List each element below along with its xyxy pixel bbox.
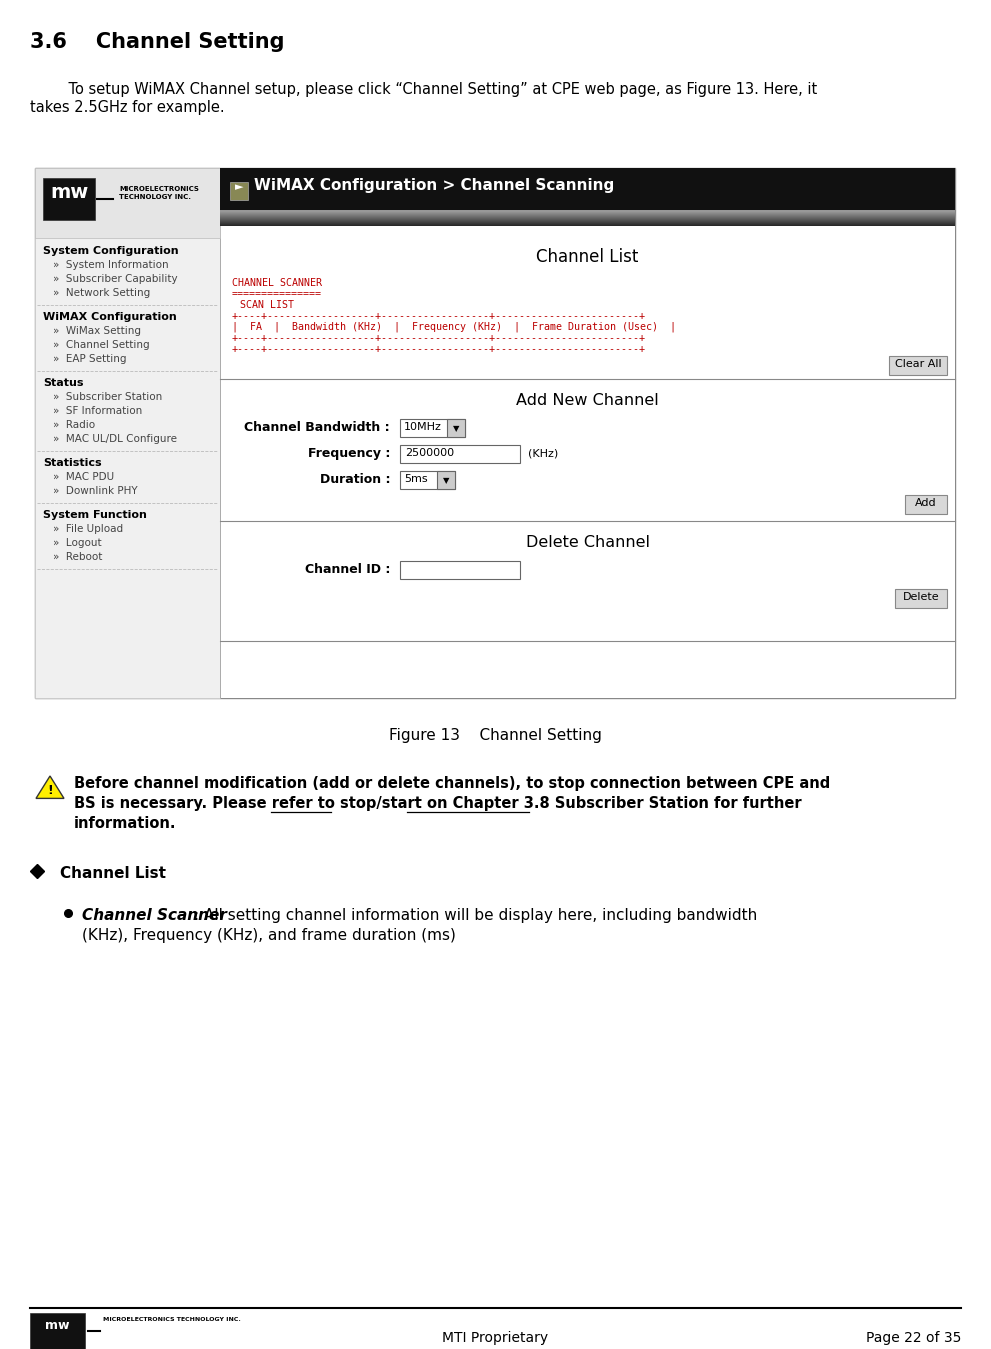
Text: MICROELECTRONICS TECHNOLOGY INC.: MICROELECTRONICS TECHNOLOGY INC. [103,1317,241,1322]
Text: »  MAC UL/DL Configure: » MAC UL/DL Configure [53,434,177,444]
Bar [220,169,955,227]
FancyBboxPatch shape [889,356,947,375]
Bar [220,224,955,227]
Bar [35,169,955,697]
Text: Before channel modification (add or delete channels), to stop connection between: Before channel modification (add or dele… [74,776,830,791]
Text: Frequency :: Frequency : [307,447,390,460]
Text: MTI Proprietary: MTI Proprietary [442,1331,548,1345]
Text: »  Downlink PHY: » Downlink PHY [53,486,138,496]
Bar [220,219,955,221]
Text: To setup WiMAX Channel setup, please click “Channel Setting” at CPE web page, as: To setup WiMAX Channel setup, please cli… [50,82,818,97]
Text: ►: ► [235,182,243,192]
Bar [220,219,955,220]
Text: Clear All: Clear All [895,359,941,370]
Text: WiMAX Configuration > Channel Scanning: WiMAX Configuration > Channel Scanning [254,178,614,193]
Text: BS is necessary. Please refer to stop/start on Chapter 3.8 Subscriber Station fo: BS is necessary. Please refer to stop/st… [74,796,802,811]
Text: »  Reboot: » Reboot [53,552,102,563]
Text: ▼: ▼ [453,424,459,433]
Text: information.: information. [74,816,176,831]
Text: ===============: =============== [232,289,322,299]
Bar [220,216,955,219]
Text: 2500000: 2500000 [405,448,454,459]
Bar [220,214,955,216]
Text: (KHz), Frequency (KHz), and frame duration (ms): (KHz), Frequency (KHz), and frame durati… [82,928,456,943]
Bar [220,214,955,217]
Text: ▼: ▼ [443,476,449,486]
Text: »  Radio: » Radio [53,420,95,430]
Bar [400,445,520,463]
Text: Figure 13    Channel Setting: Figure 13 Channel Setting [388,728,602,743]
Bar [220,210,955,212]
Bar [220,223,955,224]
Bar [220,223,955,225]
Text: 5ms: 5ms [404,473,428,484]
Text: (KHz): (KHz) [528,448,558,459]
Text: »  Logout: » Logout [53,538,102,548]
Bar [220,210,955,213]
Text: »  Subscriber Capability: » Subscriber Capability [53,274,177,285]
Text: Duration :: Duration : [319,473,390,486]
Bar [30,1313,85,1349]
Text: mw: mw [50,183,88,202]
Bar [35,169,220,697]
Text: Channel Bandwidth :: Channel Bandwidth : [245,421,390,434]
Text: »  File Upload: » File Upload [53,523,123,534]
Text: Status: Status [43,378,83,389]
Text: MICROELECTRONICS: MICROELECTRONICS [119,186,199,192]
Text: +----+------------------+------------------+------------------------+: +----+------------------+---------------… [232,312,646,321]
Bar [220,220,955,223]
Text: +----+------------------+------------------+------------------------+: +----+------------------+---------------… [232,344,646,353]
FancyBboxPatch shape [895,590,947,608]
FancyBboxPatch shape [905,495,947,514]
Text: SCAN LIST: SCAN LIST [240,299,294,310]
Text: Add: Add [915,498,936,509]
Text: !: ! [48,785,53,797]
Text: System Configuration: System Configuration [43,246,178,256]
Text: Page 22 of 35: Page 22 of 35 [865,1331,961,1345]
Text: CHANNEL SCANNER: CHANNEL SCANNER [232,278,322,287]
Text: +----+------------------+------------------+------------------------+: +----+------------------+---------------… [232,333,646,343]
Text: »  EAP Setting: » EAP Setting [53,353,127,364]
Text: : All setting channel information will be display here, including bandwidth: : All setting channel information will b… [194,908,757,923]
Bar [220,217,955,219]
Text: mw: mw [45,1319,69,1331]
Text: 10MHz: 10MHz [404,422,442,432]
Text: Channel List: Channel List [536,248,638,266]
Text: |  FA  |  Bandwidth (KHz)  |  Frequency (KHz)  |  Frame Duration (Usec)  |: | FA | Bandwidth (KHz) | Frequency (KHz)… [232,322,676,332]
Text: Delete Channel: Delete Channel [525,536,649,550]
Bar [220,213,955,214]
Text: Delete: Delete [903,592,939,602]
Text: »  Network Setting: » Network Setting [53,287,151,298]
Bar [220,227,955,697]
Text: »  WiMax Setting: » WiMax Setting [53,326,141,336]
Bar [220,212,955,214]
Polygon shape [36,776,64,799]
Bar [437,471,455,488]
Text: takes 2.5GHz for example.: takes 2.5GHz for example. [30,100,225,115]
Bar [447,420,465,437]
Bar [230,182,248,200]
Text: Channel Scanner: Channel Scanner [82,908,227,923]
Text: Channel List: Channel List [60,866,166,881]
Text: Add New Channel: Add New Channel [516,393,659,407]
Bar [400,561,520,579]
Text: »  System Information: » System Information [53,260,168,270]
Bar [400,471,455,488]
Text: Statistics: Statistics [43,459,102,468]
Bar [220,221,955,223]
Bar [35,169,220,237]
Text: WiMAX Configuration: WiMAX Configuration [43,312,176,322]
Bar [400,420,465,437]
Text: 3.6    Channel Setting: 3.6 Channel Setting [30,32,284,53]
Text: TECHNOLOGY INC.: TECHNOLOGY INC. [119,194,191,200]
Text: »  SF Information: » SF Information [53,406,143,415]
Text: System Function: System Function [43,510,147,519]
Text: »  Channel Setting: » Channel Setting [53,340,150,349]
Text: Channel ID :: Channel ID : [304,563,390,576]
Bar [43,178,95,220]
Text: »  MAC PDU: » MAC PDU [53,472,114,482]
Text: »  Subscriber Station: » Subscriber Station [53,393,163,402]
